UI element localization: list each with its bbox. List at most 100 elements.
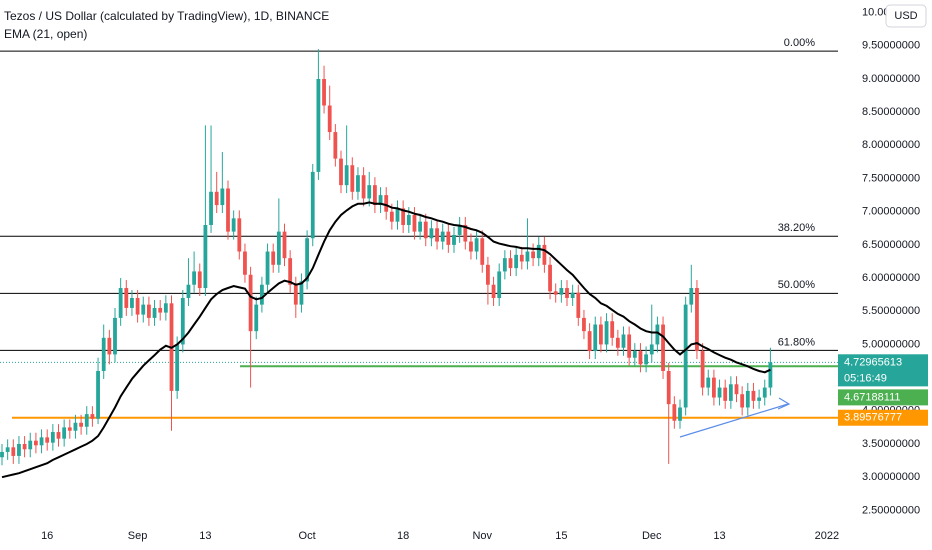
candle-body xyxy=(389,211,394,222)
x-tick-label: Nov xyxy=(472,530,492,542)
candle-body xyxy=(265,251,270,285)
candle-body xyxy=(717,387,722,398)
candle-body xyxy=(378,195,383,206)
candle-body xyxy=(678,407,682,421)
currency-label[interactable]: USD xyxy=(894,10,917,22)
candle-body xyxy=(248,274,253,332)
candle-body xyxy=(593,324,598,352)
candle-body xyxy=(192,271,196,285)
y-tick-label: 6.00000000 xyxy=(862,272,920,284)
candle-body xyxy=(401,208,406,225)
fib-label: 38.20% xyxy=(778,222,816,234)
fib-label: 50.00% xyxy=(778,279,816,291)
candle-body xyxy=(502,258,507,272)
candle-body xyxy=(536,244,541,259)
candle-body xyxy=(50,432,55,443)
candle-body xyxy=(610,321,615,338)
y-tick-label: 7.50000000 xyxy=(862,172,920,184)
candle-body xyxy=(367,185,372,199)
candle-body xyxy=(333,132,338,159)
candle-body xyxy=(163,303,168,313)
candle-body xyxy=(254,304,259,332)
candle-body xyxy=(197,271,202,289)
chart-title: Tezos / US Dollar (calculated by Trading… xyxy=(4,9,329,23)
candle-body xyxy=(282,231,287,259)
candle-body xyxy=(214,191,219,206)
candle-body xyxy=(395,208,400,222)
candle-body xyxy=(762,387,767,398)
candle-body xyxy=(316,78,321,172)
candle-body xyxy=(525,251,530,262)
candle-body xyxy=(638,351,643,365)
candle-body xyxy=(655,324,660,345)
candle-body xyxy=(158,307,163,313)
y-tick-label: 5.00000000 xyxy=(862,338,920,350)
candle-body xyxy=(683,304,688,408)
x-tick-label: Dec xyxy=(642,530,662,542)
candle-body xyxy=(723,387,728,401)
candle-body xyxy=(565,288,569,298)
trend-line xyxy=(679,403,789,438)
candle-body xyxy=(548,264,552,292)
x-tick-label: Sep xyxy=(128,530,148,542)
candle-body xyxy=(519,254,524,262)
candle-body xyxy=(757,397,761,401)
x-tick-label: 18 xyxy=(397,530,409,542)
candle-body xyxy=(644,354,648,365)
candle-body xyxy=(344,165,349,186)
currency-button[interactable] xyxy=(885,4,927,28)
last-price-label: 4.72965613 xyxy=(844,356,902,368)
hline-label: 4.67188111 xyxy=(844,391,900,403)
y-tick-label: 9.00000000 xyxy=(862,73,920,85)
candle-body xyxy=(220,188,225,206)
candle-body xyxy=(542,244,547,265)
x-tick-label: 15 xyxy=(555,530,567,542)
candle-body xyxy=(322,78,326,106)
candle-body xyxy=(56,432,61,439)
candle-body xyxy=(452,234,456,245)
candle-body xyxy=(11,447,16,456)
candle-body xyxy=(745,390,750,408)
candle-body xyxy=(271,251,276,265)
x-tick-label: 2022 xyxy=(815,530,839,542)
candle-body xyxy=(186,284,191,298)
candle-body xyxy=(34,440,38,446)
candle-body xyxy=(361,175,366,199)
candle-body xyxy=(73,422,78,431)
plot-area: 0.00% 38.20% 50.00% 61.80% xyxy=(0,37,838,479)
candle-body xyxy=(79,422,83,427)
candle-body xyxy=(599,324,603,345)
x-tick-label: 16 xyxy=(41,530,53,542)
candle-body xyxy=(39,437,44,446)
candle-body xyxy=(305,238,309,282)
candle-body xyxy=(293,284,298,305)
candle-body xyxy=(531,251,535,259)
candle-body xyxy=(480,238,485,265)
y-tick-label: 5.50000000 xyxy=(862,305,920,317)
x-tick-label: Oct xyxy=(299,530,316,542)
hline-label-box xyxy=(838,409,928,426)
fib-label: 61.80% xyxy=(778,336,816,348)
y-tick-label: 3.50000000 xyxy=(862,438,920,450)
y-tick-label: 2.50000000 xyxy=(862,504,920,516)
candle-body xyxy=(508,258,513,269)
ema-line xyxy=(1,201,771,479)
candle-body xyxy=(728,384,733,401)
y-tick-label: 7.00000000 xyxy=(862,206,920,218)
candle-body xyxy=(299,281,304,305)
last-price-label-box xyxy=(838,354,928,371)
candle-body xyxy=(90,414,95,419)
candle-body xyxy=(406,215,411,225)
candle-body xyxy=(226,188,230,232)
candle-body xyxy=(147,304,151,318)
candle-body xyxy=(412,215,417,232)
candle-body xyxy=(768,362,773,388)
candle-body xyxy=(135,297,140,315)
x-tick-label: 13 xyxy=(199,530,211,542)
candle-body xyxy=(751,390,756,401)
candle-body xyxy=(118,288,123,318)
x-tick-label: 13 xyxy=(713,530,725,542)
candle-body xyxy=(700,351,705,388)
y-tick-label: 9.50000000 xyxy=(862,40,920,52)
